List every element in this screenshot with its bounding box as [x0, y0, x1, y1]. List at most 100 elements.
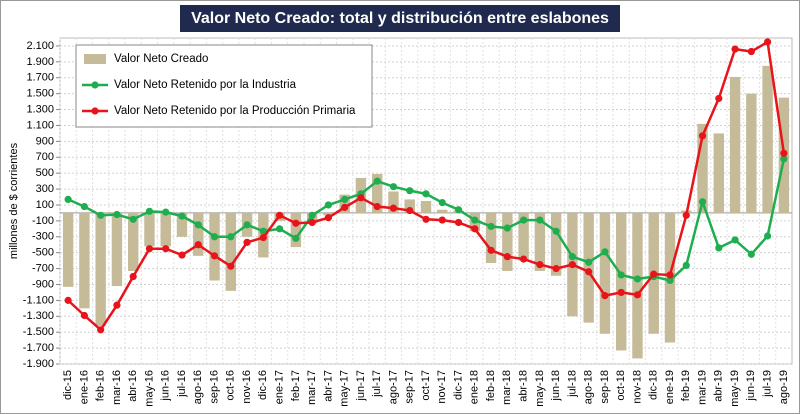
line-marker — [227, 233, 235, 241]
line-marker — [780, 155, 788, 163]
x-tick-label: may-19 — [729, 370, 741, 407]
y-tick-label: -1.700 — [23, 342, 54, 354]
line-marker — [552, 264, 560, 273]
line-marker — [471, 225, 479, 233]
legend-label: Valor Neto Retenido por la Producción Pr… — [114, 105, 356, 117]
legend-box — [75, 44, 373, 128]
y-tick-label: -1.300 — [23, 310, 54, 322]
bar — [95, 212, 106, 326]
line-marker — [438, 216, 446, 224]
bar — [518, 212, 529, 261]
chart-title: Valor Neto Creado: total y distribución … — [191, 10, 609, 27]
line-marker — [178, 212, 186, 220]
line-marker — [487, 222, 495, 231]
bar — [502, 212, 513, 271]
line-marker — [682, 261, 690, 270]
x-tick-label: dic-16 — [257, 370, 269, 400]
bar — [79, 212, 90, 309]
line-marker — [292, 234, 300, 242]
bar — [209, 212, 220, 281]
line-marker — [682, 211, 690, 219]
x-tick-label: oct-18 — [615, 370, 627, 401]
x-tick-label: oct-17 — [420, 370, 432, 401]
bar — [599, 212, 611, 334]
x-tick-label: jul-16 — [176, 370, 188, 398]
bar — [388, 191, 399, 213]
line-marker — [292, 219, 300, 227]
x-tick-label: jun-18 — [550, 370, 562, 402]
x-tick-label: feb-17 — [290, 370, 302, 401]
y-tick-label: 300 — [36, 183, 54, 195]
line-marker — [162, 208, 170, 216]
line-marker — [601, 292, 609, 300]
bar — [62, 212, 74, 287]
x-tick-label: abr-18 — [518, 370, 530, 402]
y-tick-label: 900 — [36, 135, 54, 147]
x-tick-label: sep-17 — [404, 370, 416, 404]
x-tick-label: nov-17 — [436, 370, 448, 404]
line-marker — [438, 198, 446, 207]
line-marker — [113, 210, 121, 219]
line-marker — [194, 241, 202, 249]
line-marker — [503, 224, 511, 232]
bar — [111, 212, 123, 287]
y-tick-label: 1.500 — [26, 88, 54, 100]
line-marker — [520, 216, 528, 224]
line-marker — [210, 252, 219, 260]
bar — [144, 212, 155, 247]
x-tick-label: nov-16 — [241, 370, 253, 404]
x-tick-label: mar-18 — [501, 370, 513, 405]
x-tick-label: jul-17 — [371, 370, 383, 398]
bar — [697, 123, 708, 213]
y-tick-label: -500 — [32, 247, 54, 259]
line-marker — [536, 261, 544, 269]
x-tick-label: mar-19 — [696, 370, 708, 405]
bar — [632, 212, 643, 359]
line-marker — [276, 211, 284, 219]
bar — [420, 201, 432, 213]
x-tick-label: ago-17 — [387, 370, 399, 404]
line-marker — [276, 225, 284, 233]
line-marker — [585, 268, 593, 276]
line-marker — [194, 221, 202, 229]
y-tick-label: 1.100 — [26, 119, 54, 131]
line-marker — [178, 251, 186, 259]
line-marker — [422, 190, 430, 198]
x-tick-label: feb-16 — [95, 370, 107, 401]
line-marker — [145, 245, 154, 253]
line-marker — [64, 195, 72, 204]
line-marker — [210, 233, 219, 241]
legend-marker — [91, 81, 99, 89]
x-tick-label: ene-17 — [274, 370, 286, 404]
line-marker — [715, 244, 723, 252]
bar — [550, 212, 562, 276]
y-tick-label: 500 — [36, 167, 54, 179]
bar — [127, 212, 139, 271]
x-tick-label: jul-19 — [762, 370, 774, 398]
line-marker — [97, 326, 105, 334]
bar — [176, 212, 188, 237]
line-marker — [568, 261, 577, 269]
x-tick-label: ene-18 — [469, 370, 481, 404]
x-tick-label: dic-17 — [452, 370, 464, 400]
line-marker — [389, 204, 398, 212]
bar — [437, 209, 448, 213]
legend-label: Valor Neto Retenido por la Industria — [114, 79, 297, 91]
y-tick-label: 700 — [36, 151, 54, 163]
line-marker — [764, 38, 772, 46]
x-tick-label: sep-18 — [599, 370, 611, 404]
line-marker — [373, 202, 381, 211]
x-tick-label: mar-16 — [111, 370, 123, 405]
x-tick-label: ago-19 — [778, 370, 790, 404]
x-tick-label: abr-17 — [322, 370, 334, 402]
line-marker — [113, 301, 121, 309]
y-tick-label: -1.900 — [23, 358, 54, 370]
line-marker — [454, 218, 463, 227]
line-marker — [503, 253, 511, 261]
bar — [371, 173, 383, 213]
bar — [729, 76, 741, 213]
x-tick-label: oct-16 — [225, 370, 237, 401]
line-marker — [357, 194, 365, 202]
line-marker — [80, 202, 88, 211]
line-marker — [568, 253, 577, 261]
